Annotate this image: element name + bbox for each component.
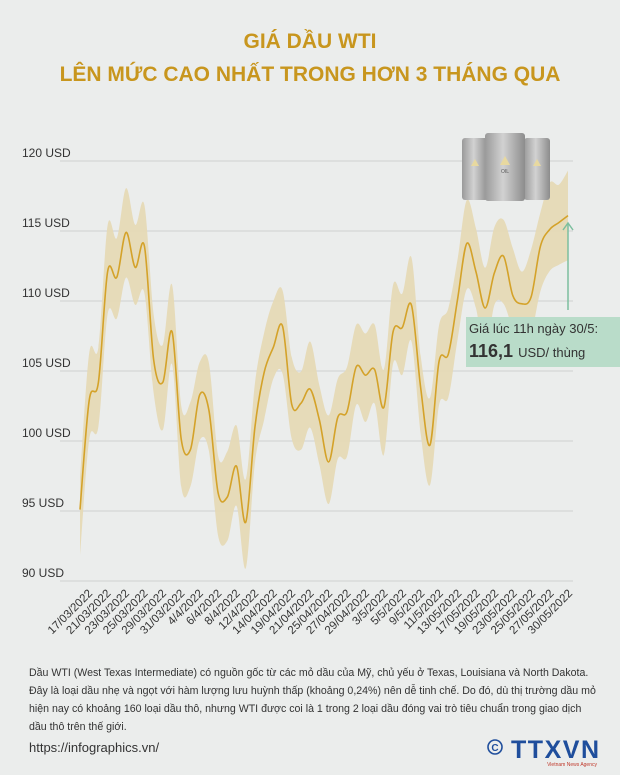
price-line	[79, 214, 569, 524]
callout-value: 116,1	[469, 341, 514, 361]
arrow-up-icon	[562, 221, 574, 310]
svg-text:C: C	[491, 743, 498, 754]
y-tick-label: 110 USD	[22, 286, 70, 300]
y-tick-label: 90 USD	[22, 566, 64, 580]
price-range-band	[80, 170, 568, 569]
title-line-2: LÊN MỨC CAO NHẤT TRONG HƠN 3 THÁNG QUA	[59, 63, 561, 86]
ttxvn-logo: C TTXVN Vietnam News Agency	[487, 736, 599, 768]
line-chart: 120 USD 115 USD 110 USD 105 USD 100 USD 95 US…	[22, 146, 575, 637]
callout-value-row: 116,1 USD/ thùng	[469, 341, 585, 362]
svg-text:TTXVN: TTXVN	[511, 736, 599, 764]
svg-text:Vietnam News Agency: Vietnam News Agency	[547, 762, 597, 768]
oil-barrels-icon: OIL	[462, 133, 550, 201]
title-line-1: GIÁ DẦU WTI	[243, 30, 377, 53]
callout-unit: USD/ thùng	[518, 345, 586, 360]
price-callout: Giá lúc 11h ngày 30/5: 116,1 USD/ thùng	[466, 317, 620, 367]
y-tick-label: 100 USD	[22, 426, 71, 440]
source-link[interactable]: https://infographics.vn/	[29, 740, 160, 755]
callout-label: Giá lúc 11h ngày 30/5:	[469, 321, 599, 336]
footnote: Dầu WTI (West Texas Intermediate) có ngu…	[29, 667, 596, 733]
y-tick-label: 95 USD	[22, 496, 64, 510]
y-tick-label: 120 USD	[22, 146, 71, 160]
y-tick-label: 115 USD	[22, 216, 70, 230]
svg-text:OIL: OIL	[501, 169, 509, 175]
y-tick-label: 105 USD	[22, 356, 71, 370]
